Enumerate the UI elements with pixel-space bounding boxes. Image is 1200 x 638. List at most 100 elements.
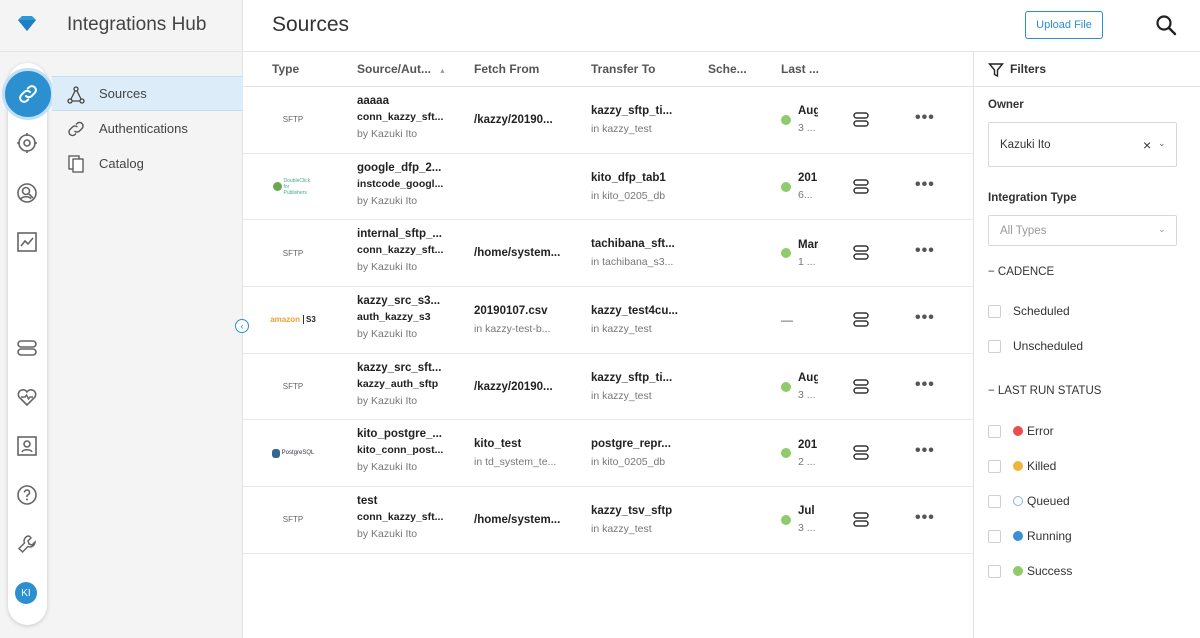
doubleclick-logo: DoubleClick for Publishers [272,178,314,196]
more-options-icon[interactable]: ••• [915,509,935,527]
jobs-icon[interactable] [853,311,869,329]
table-row[interactable]: SFTP aaaaa conn_kazzy_sft... by Kazuki Ito /… [243,87,973,154]
table-row[interactable]: SFTP internal_sftp_... conn_kazzy_sft... by… [243,220,973,288]
owner-select[interactable]: Kazuki Ito × ⌄ [988,122,1177,167]
transfer-to-table: kazzy_test4cu... [591,304,678,317]
source-name[interactable]: aaaaa [357,95,389,107]
user-avatar[interactable]: KI [15,582,37,604]
last-run-cell: 201 6... [781,154,821,220]
source-name[interactable]: test [357,495,378,508]
fetch-from-value: 20190107.csv [474,304,548,317]
chart-icon[interactable] [14,229,40,255]
collapse-sidebar-button[interactable]: ‹ [235,319,249,333]
status-option-success[interactable]: Success [988,562,1072,580]
status-option-killed[interactable]: Killed [988,457,1056,475]
audience-search-icon[interactable] [14,180,40,206]
column-header-type[interactable]: Type [272,62,300,76]
table-row[interactable]: amazonS3amazon S3 kazzy_src_s3... auth_kaz… [243,287,973,354]
integration-type-select[interactable]: All Types ⌄ [988,215,1177,246]
checkbox[interactable] [988,424,1001,438]
column-header-last-run[interactable]: Last ... [781,62,820,76]
last-run-empty: — [781,312,793,327]
subnav-item-authentications[interactable]: Authentications [52,111,243,146]
jobs-icon[interactable] [853,178,869,196]
owner-text: by Kazuki Ito [357,261,418,274]
transfer-to-cell: kito_dfp_tab1 in kito_0205_db [591,154,691,220]
profile-card-icon[interactable] [14,433,40,459]
source-cell: google_dfp_2... instcode_googl... by Kazuk… [357,162,457,207]
icon-rail [8,63,47,625]
subnav-item-sources[interactable]: Sources [52,76,243,111]
gear-sync-icon[interactable] [14,130,40,156]
last-run-date: Aug [798,372,818,385]
status-dot-success [781,114,791,125]
source-cell: kito_postgre_... kito_conn_post... by Kazu… [357,428,457,473]
status-option-queued[interactable]: Queued [988,492,1070,510]
source-name[interactable]: kazzy_src_sft... [357,361,442,374]
last-run-cell: 201 2 ... [781,420,821,486]
transfer-to-database: in kazzy_test [591,122,652,135]
jobs-icon[interactable] [853,444,869,462]
checkbox[interactable] [988,339,1001,353]
owner-text: by Kazuki Ito [357,128,418,140]
transfer-to-cell: postgre_repr... in kito_0205_db [591,420,691,486]
more-options-icon[interactable]: ••• [915,242,935,260]
more-options-icon[interactable]: ••• [915,175,935,193]
transfer-to-table: kazzy_sftp_ti... [591,104,673,117]
table-row[interactable]: SFTP kazzy_src_sft... kazzy_auth_sftp by Ka… [243,354,973,421]
source-name[interactable]: internal_sftp_... [357,228,442,241]
transfer-to-table: postgre_repr... [591,438,671,451]
checkbox[interactable] [988,304,1001,318]
cadence-section-toggle[interactable]: − CADENCE [988,266,1055,278]
owner-value: Kazuki Ito [1000,139,1051,151]
source-name[interactable]: kito_postgre_... [357,428,442,441]
table-row[interactable]: PostgreSQL kito_postgre_... kito_conn_post… [243,420,973,488]
checkbox[interactable] [988,564,1001,578]
column-header-fetch-from[interactable]: Fetch From [474,62,540,76]
jobs-icon[interactable] [853,511,869,529]
help-icon[interactable] [14,482,40,508]
status-option-running[interactable]: Running [988,527,1072,545]
more-options-icon[interactable]: ••• [915,442,935,460]
more-options-icon[interactable]: ••• [915,309,935,327]
column-header-source[interactable]: Source/Aut... ▴ [357,62,444,76]
column-header-schedule[interactable]: Sche... [708,62,747,76]
clear-icon[interactable]: × [1143,137,1152,153]
fetch-from-sub: in td_system_te... [474,456,557,469]
source-name[interactable]: kazzy_src_s3... [357,295,441,308]
last-run-status-section-toggle[interactable]: − LAST RUN STATUS [988,385,1102,397]
jobs-icon[interactable] [14,335,40,361]
last-run-cell: Aug 3 ... [781,354,821,420]
checkbox[interactable] [988,459,1001,473]
last-run-time: 3 ... [798,389,816,402]
integrations-rail-button[interactable] [2,68,54,120]
source-name[interactable]: google_dfp_2... [357,161,442,174]
auth-name: auth_kazzy_s3 [357,311,431,324]
jobs-icon[interactable] [853,111,869,129]
transfer-to-table: kazzy_tsv_sftp [591,504,673,517]
fetch-from-cell: /home/system... [474,487,574,553]
table-row[interactable]: DoubleClick for Publishers google_dfp_2..… [243,154,973,221]
cadence-option-scheduled[interactable]: Scheduled [988,302,1070,320]
status-dot-icon [1013,496,1023,506]
search-icon[interactable] [1155,14,1177,36]
cadence-option-unscheduled[interactable]: Unscheduled [988,337,1083,355]
transfer-to-database: in kazzy_test [591,389,652,402]
link-icon [19,85,37,103]
source-type-cell: SFTP [272,487,314,553]
jobs-icon[interactable] [853,244,869,262]
health-icon[interactable] [14,384,40,410]
column-header-transfer-to[interactable]: Transfer To [591,62,656,76]
checkbox[interactable] [988,494,1001,508]
subnav-item-catalog[interactable]: Catalog [52,146,243,181]
checkbox[interactable] [988,529,1001,543]
jobs-icon[interactable] [853,378,869,396]
last-run-cell: Mar 1 ... [781,220,821,286]
more-options-icon[interactable]: ••• [915,109,935,126]
wrench-icon[interactable] [14,531,40,557]
upload-file-button[interactable]: Upload File [1025,11,1103,39]
table-row[interactable]: SFTP test conn_kazzy_sft... by Kazuki Ito/h… [243,487,973,554]
page-title: Sources [272,13,350,36]
status-option-error[interactable]: Error [988,422,1054,440]
more-options-icon[interactable]: ••• [915,375,935,393]
